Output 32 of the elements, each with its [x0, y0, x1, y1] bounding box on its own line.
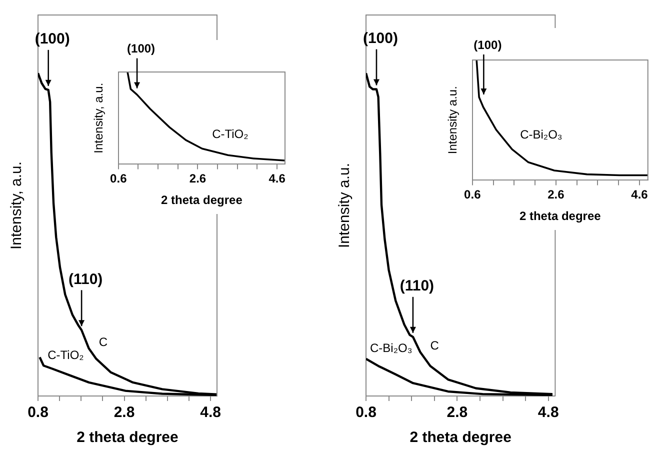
x-tick-label: 2.8 — [446, 404, 468, 422]
x-axis-title: 2 theta degree — [519, 209, 602, 224]
x-tick-label: 0.6 — [464, 188, 482, 202]
annotation: (100) — [127, 42, 156, 56]
annotation: (100) — [474, 38, 502, 52]
series-label: C-Bi₂O₃ — [520, 128, 562, 142]
x-tick-label: 2.6 — [548, 188, 565, 202]
y-axis-title: Intensity a.u. — [446, 86, 460, 154]
series-label: C-TiO₂ — [48, 348, 84, 362]
x-tick-label: 0.8 — [356, 404, 376, 422]
x-tick-label: 0.8 — [28, 404, 48, 422]
x-tick-label: 4.8 — [200, 404, 221, 422]
series-label: C — [430, 338, 440, 352]
x-axis-title: 2 theta degree — [410, 429, 512, 446]
series-label: C-TiO₂ — [212, 126, 249, 141]
y-axis-title: Intensity, a.u. — [8, 161, 26, 250]
x-tick-label: 2.6 — [189, 172, 206, 186]
annotation: (100) — [362, 30, 398, 47]
annotation: (100) — [34, 30, 70, 48]
y-axis-title: Intensity a.u. — [336, 162, 354, 248]
legend-label: C-Bi₂O₃ — [370, 341, 412, 356]
annotation: (110) — [400, 278, 434, 295]
x-axis-title: 2 theta degree — [161, 193, 243, 208]
y-axis-title: Intensity, a.u. — [92, 82, 106, 154]
x-tick-label: 2.8 — [114, 404, 135, 422]
x-tick-label: 4.6 — [631, 188, 648, 202]
x-tick-label: 4.8 — [538, 404, 559, 422]
x-tick-label: 4.6 — [268, 172, 286, 186]
x-axis-title: 2 theta degree — [76, 429, 178, 446]
series-label: C — [98, 334, 108, 349]
x-tick-label: 0.6 — [110, 172, 128, 186]
annotation: (110) — [68, 270, 103, 288]
